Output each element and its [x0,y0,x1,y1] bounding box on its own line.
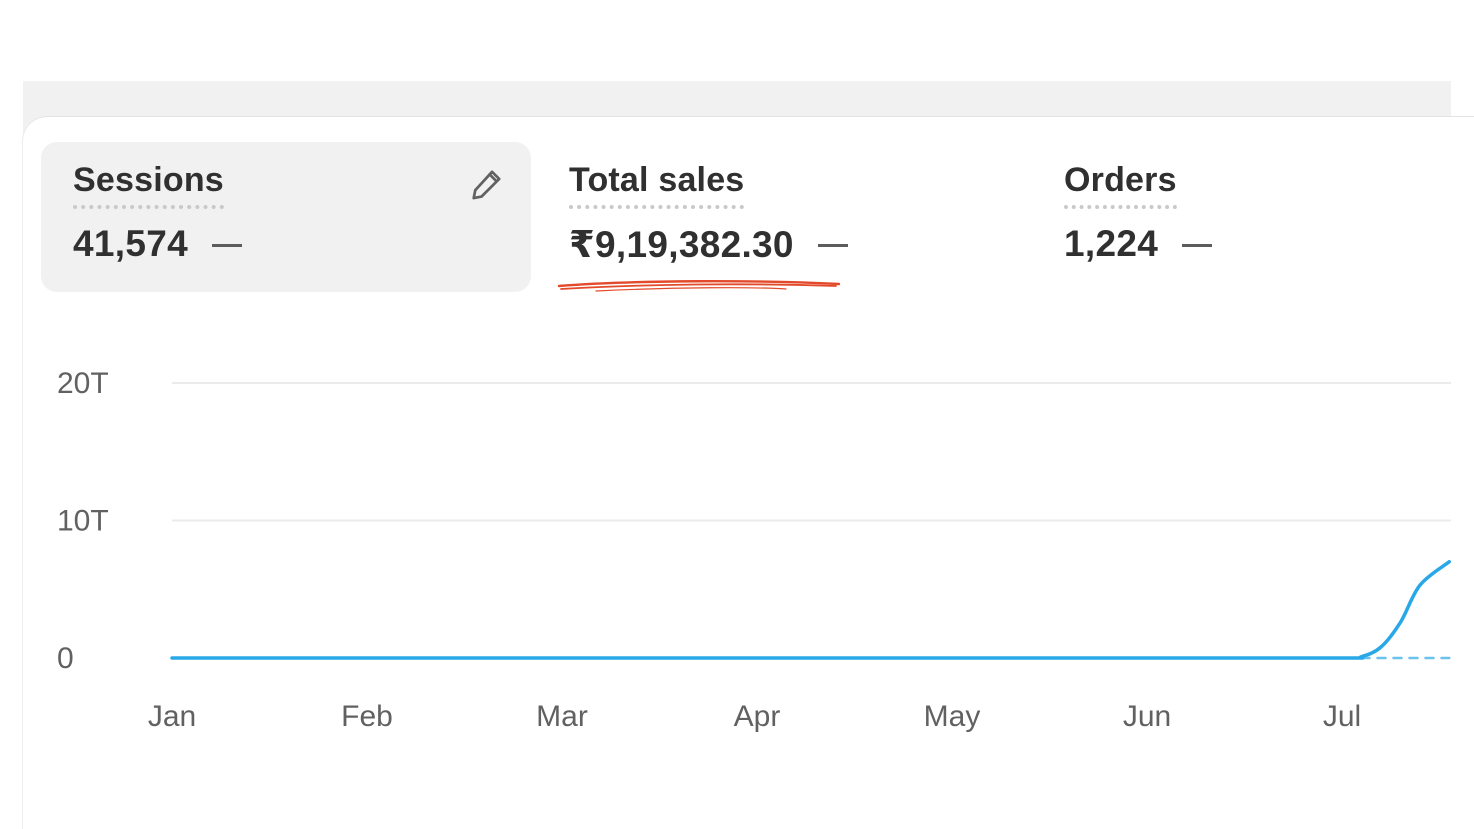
metric-total-sales[interactable]: Total sales ₹9,19,382.30 [537,142,1017,292]
pencil-icon [472,170,501,200]
metric-label-sessions[interactable]: Sessions [73,161,224,210]
comparison-dash [817,244,848,248]
x-tick-label: Mar [536,700,588,733]
x-tick-label: Apr [734,700,781,733]
metric-value-sessions: 41,574 [73,223,188,265]
metric-sessions[interactable]: Sessions 41,574 [41,142,531,292]
comparison-dash [211,243,242,247]
y-tick-label: 0 [57,642,74,675]
metric-label-orders[interactable]: Orders [1064,161,1177,210]
x-tick-label: Jan [148,700,196,733]
metric-orders[interactable]: Orders 1,224 [1032,142,1452,292]
sales-series-line [170,560,1451,660]
y-tick-label: 20T [57,367,109,400]
x-tick-label: Jul [1323,700,1361,733]
metric-value-total-sales: ₹9,19,382.30 [569,224,794,266]
edit-metric-button[interactable] [467,164,507,204]
comparison-dash [1182,243,1213,247]
metric-label-total-sales[interactable]: Total sales [569,161,745,210]
highlight-underline [557,280,841,292]
x-tick-label: Feb [341,700,393,733]
x-tick-label: Jun [1123,700,1171,733]
metric-value-orders: 1,224 [1064,223,1159,265]
x-tick-label: May [924,700,981,733]
y-tick-label: 10T [57,505,109,538]
